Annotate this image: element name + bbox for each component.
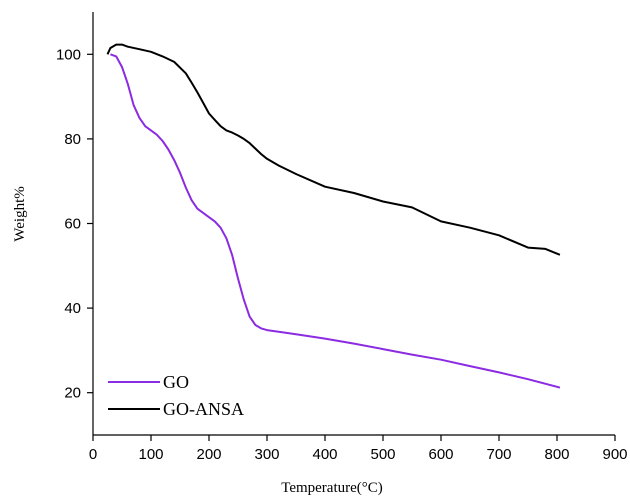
- y-tick-label: 40: [64, 300, 81, 317]
- x-axis-title: Temperature(°C): [281, 480, 383, 496]
- y-tick-label: 20: [64, 385, 81, 402]
- x-tick-label: 500: [370, 446, 395, 463]
- x-ticks: 0 100 200 300 400 500 600 700 800 900: [89, 435, 628, 463]
- y-tick-label: 80: [64, 131, 81, 148]
- series-line-go-ansa: [106, 43, 561, 256]
- x-tick-label: 400: [312, 446, 337, 463]
- y-tick-label: 60: [64, 216, 81, 233]
- series-line-go: [110, 53, 561, 389]
- legend-label-go: GO: [163, 372, 189, 392]
- x-tick-label: 200: [196, 446, 221, 463]
- x-tick-label: 600: [428, 446, 453, 463]
- x-tick-label: 300: [254, 446, 279, 463]
- legend: GO GO-ANSA: [108, 372, 244, 419]
- legend-label-go-ansa: GO-ANSA: [163, 399, 244, 419]
- x-tick-label: 700: [486, 446, 511, 463]
- plot-area: 0 100 200 300 400 500 600 700 800 900 20 40 60 80 100: [56, 12, 628, 463]
- y-axis-title: Weight%: [12, 186, 28, 241]
- x-tick-label: 100: [138, 446, 163, 463]
- series-lines: [106, 43, 561, 389]
- y-ticks: 20 40 60 80 100: [56, 46, 93, 402]
- x-tick-label: 800: [544, 446, 569, 463]
- x-tick-label: 900: [602, 446, 627, 463]
- y-tick-label: 100: [56, 46, 81, 63]
- x-tick-label: 0: [89, 446, 97, 463]
